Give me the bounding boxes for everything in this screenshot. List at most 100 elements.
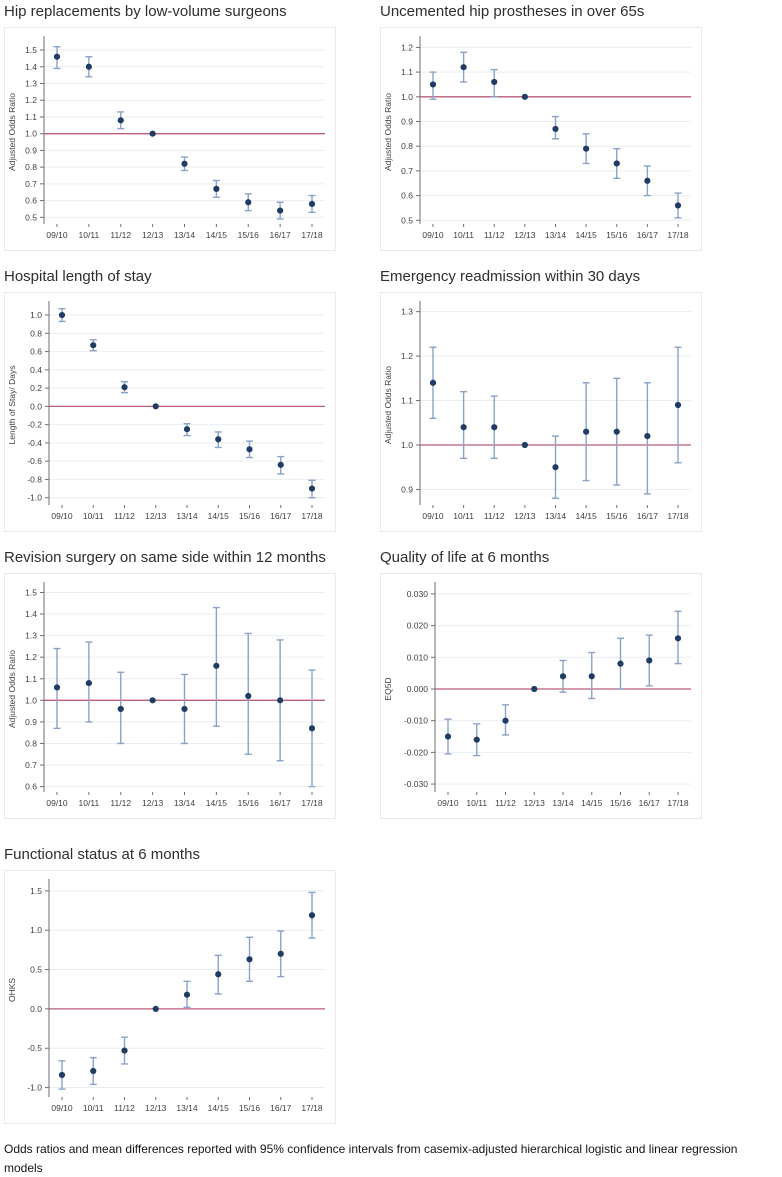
svg-text:15/16: 15/16 — [610, 798, 632, 808]
svg-text:0.5: 0.5 — [401, 215, 413, 225]
svg-text:17/18: 17/18 — [667, 511, 689, 521]
svg-text:17/18: 17/18 — [667, 230, 689, 240]
svg-text:1.1: 1.1 — [401, 67, 413, 77]
svg-text:13/14: 13/14 — [174, 798, 196, 808]
low-volume-surgeons-plot: 0.5 0.6 0.7 0.8 0.9 1.0 1.1 1.2 1.3 1.4 1.5 Adjuste… — [4, 27, 336, 251]
svg-text:0.4: 0.4 — [30, 365, 42, 375]
svg-text:14/15: 14/15 — [575, 230, 597, 240]
svg-text:0.000: 0.000 — [407, 684, 429, 694]
svg-text:Adjusted Odds Ratio: Adjusted Odds Ratio — [7, 650, 17, 728]
svg-text:1.5: 1.5 — [25, 587, 37, 597]
svg-text:10/11: 10/11 — [83, 511, 104, 521]
svg-text:1.2: 1.2 — [401, 351, 413, 361]
svg-text:-1.0: -1.0 — [27, 1083, 42, 1093]
svg-text:16/17: 16/17 — [639, 798, 661, 808]
svg-text:-0.010: -0.010 — [404, 716, 428, 726]
chart-length-of-stay: Hospital length of stay -1.0 -0.8 -0.6 -0.4… — [4, 267, 336, 532]
figure-caption: Odds ratios and mean differences reporte… — [4, 1142, 738, 1175]
svg-text:OHKS: OHKS — [7, 978, 17, 1002]
length-of-stay-plot: -1.0 -0.8 -0.6 -0.4 -0.2 0.0 0.2 0.4 0.6 0.8 1.0 Le… — [4, 292, 336, 532]
svg-text:17/18: 17/18 — [301, 511, 323, 521]
svg-text:14/15: 14/15 — [208, 511, 230, 521]
chart-title-quality-of-life: Quality of life at 6 months — [380, 549, 550, 566]
svg-text:13/14: 13/14 — [545, 511, 567, 521]
svg-text:15/16: 15/16 — [606, 511, 628, 521]
svg-text:1.0: 1.0 — [401, 92, 413, 102]
svg-text:14/15: 14/15 — [575, 511, 597, 521]
chart-row-1: Hip replacements by low-volume surgeons … — [4, 2, 782, 251]
svg-text:16/17: 16/17 — [637, 230, 659, 240]
svg-text:0.9: 0.9 — [25, 717, 37, 727]
chart-uncemented-prostheses: Uncemented hip prostheses in over 65s 0.… — [380, 2, 702, 251]
svg-text:15/16: 15/16 — [239, 511, 261, 521]
svg-text:-0.030: -0.030 — [404, 779, 428, 789]
svg-text:14/15: 14/15 — [206, 230, 228, 240]
svg-text:13/14: 13/14 — [545, 230, 567, 240]
svg-text:1.1: 1.1 — [25, 112, 37, 122]
svg-text:13/14: 13/14 — [176, 1103, 198, 1113]
svg-text:0.6: 0.6 — [25, 196, 37, 206]
svg-text:0.7: 0.7 — [401, 166, 413, 176]
svg-text:10/11: 10/11 — [453, 511, 474, 521]
svg-text:10/11: 10/11 — [83, 1103, 104, 1113]
svg-text:10/11: 10/11 — [466, 798, 487, 808]
svg-text:15/16: 15/16 — [238, 230, 260, 240]
svg-text:Adjusted Odds Ratio: Adjusted Odds Ratio — [7, 93, 17, 171]
svg-text:0.8: 0.8 — [401, 141, 413, 151]
svg-text:09/10: 09/10 — [46, 798, 68, 808]
svg-text:1.0: 1.0 — [25, 695, 37, 705]
chart-quality-of-life: Quality of life at 6 months -0.030 -0.020… — [380, 548, 702, 819]
svg-text:0.030: 0.030 — [407, 589, 429, 599]
svg-text:09/10: 09/10 — [46, 230, 68, 240]
svg-text:10/11: 10/11 — [79, 798, 100, 808]
svg-text:11/12: 11/12 — [484, 230, 505, 240]
svg-text:1.1: 1.1 — [25, 674, 37, 684]
svg-text:1.5: 1.5 — [30, 886, 42, 896]
functional-status-plot: -1.0 -0.5 0.0 0.5 1.0 1.5 OHKS 09/10 10/11 11/12 1… — [4, 870, 336, 1124]
svg-text:13/14: 13/14 — [176, 511, 198, 521]
readmission-plot: 0.9 1.0 1.1 1.2 1.3 Adjusted Odds Ratio 09/10 1… — [380, 292, 702, 532]
svg-text:11/12: 11/12 — [114, 511, 135, 521]
chart-title-length-of-stay: Hospital length of stay — [4, 268, 152, 285]
svg-text:0.9: 0.9 — [25, 145, 37, 155]
svg-text:12/13: 12/13 — [514, 511, 536, 521]
svg-text:09/10: 09/10 — [422, 230, 444, 240]
chart-row-3: Revision surgery on same side within 12 … — [4, 548, 782, 819]
chart-row-2: Hospital length of stay -1.0 -0.8 -0.6 -0.4… — [4, 267, 782, 532]
svg-text:1.0: 1.0 — [401, 440, 413, 450]
chart-revision-surgery: Revision surgery on same side within 12 … — [4, 548, 336, 819]
svg-text:12/13: 12/13 — [142, 230, 164, 240]
svg-text:0.6: 0.6 — [401, 191, 413, 201]
chart-title-readmission: Emergency readmission within 30 days — [380, 268, 641, 285]
chart-functional-status: Functional status at 6 months -1.0 -0.5 0.… — [4, 845, 336, 1124]
svg-text:1.2: 1.2 — [401, 42, 413, 52]
svg-text:17/18: 17/18 — [301, 1103, 323, 1113]
svg-text:-0.8: -0.8 — [27, 474, 42, 484]
quality-of-life-plot: -0.030 -0.020 -0.010 0.000 0.010 0.020 0.030 EQ… — [380, 573, 702, 819]
svg-text:1.2: 1.2 — [25, 652, 37, 662]
svg-text:14/15: 14/15 — [581, 798, 603, 808]
svg-text:14/15: 14/15 — [208, 1103, 230, 1113]
svg-text:0.7: 0.7 — [25, 179, 37, 189]
chart-low-volume-surgeons: Hip replacements by low-volume surgeons … — [4, 2, 336, 251]
svg-text:0.9: 0.9 — [401, 117, 413, 127]
svg-text:16/17: 16/17 — [269, 230, 291, 240]
svg-text:0.8: 0.8 — [25, 738, 37, 748]
svg-text:-0.020: -0.020 — [404, 747, 428, 757]
svg-text:Adjusted Odds Ratio: Adjusted Odds Ratio — [383, 366, 393, 444]
svg-text:0.9: 0.9 — [401, 484, 413, 494]
svg-text:11/12: 11/12 — [495, 798, 516, 808]
svg-text:14/15: 14/15 — [206, 798, 228, 808]
svg-text:10/11: 10/11 — [453, 230, 474, 240]
svg-text:09/10: 09/10 — [51, 1103, 73, 1113]
svg-text:-0.6: -0.6 — [27, 456, 42, 466]
svg-text:0.7: 0.7 — [25, 760, 37, 770]
chart-title-revision-surgery: Revision surgery on same side within 12 … — [4, 549, 326, 566]
svg-text:13/14: 13/14 — [174, 230, 196, 240]
svg-text:11/12: 11/12 — [484, 511, 505, 521]
svg-text:1.0: 1.0 — [25, 129, 37, 139]
svg-text:0.020: 0.020 — [407, 621, 429, 631]
svg-text:16/17: 16/17 — [270, 1103, 292, 1113]
chart-title-functional-status: Functional status at 6 months — [4, 846, 200, 863]
svg-text:1.4: 1.4 — [25, 609, 37, 619]
